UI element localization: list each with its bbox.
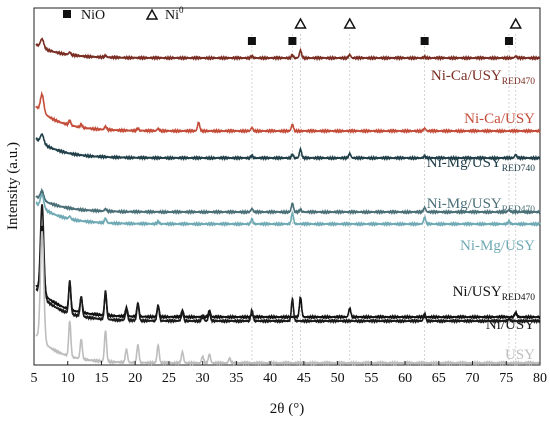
series-layer	[35, 37, 541, 367]
plot-frame	[33, 7, 541, 366]
y-axis-title: Intensity (a.u.)	[5, 142, 21, 230]
ni0-peak-marker	[294, 17, 307, 29]
series-line	[35, 187, 541, 216]
series-line	[35, 225, 541, 321]
x-tick-label: 45	[297, 371, 311, 386]
x-tick-label: 50	[331, 371, 345, 386]
x-tick-label: 65	[432, 371, 446, 386]
series-label: Ni/USY	[486, 317, 535, 333]
x-tick-label: 5	[31, 371, 38, 386]
ni0-peak-marker	[343, 17, 357, 29]
x-axis-title: 2θ (°)	[270, 401, 304, 417]
series-label: Ni/USYRED470	[453, 284, 536, 303]
x-tick-label: 15	[94, 371, 108, 386]
nio-peak-marker	[247, 37, 256, 45]
series-labels: Ni-Ca/USYRED470 Ni-Ca/USY Ni-Mg/USYRED740 N…	[427, 68, 536, 363]
legend-ni0-marker	[145, 8, 159, 20]
series-label: USY	[505, 347, 535, 363]
nio-peak-marker	[504, 37, 513, 45]
series-line	[35, 193, 541, 228]
series-line	[35, 90, 541, 135]
series-line	[35, 37, 541, 62]
legend-nio-marker	[63, 10, 71, 18]
x-tick-label: 10	[61, 371, 75, 386]
x-tick-label: 75	[499, 371, 513, 386]
series-label: Ni-Mg/USY	[460, 238, 535, 254]
legend: NiO Ni0	[63, 5, 184, 23]
series-line	[35, 231, 541, 367]
series-label: Ni-Ca/USYRED470	[431, 68, 535, 87]
x-tick-label: 80	[533, 371, 547, 386]
x-tick-label: 30	[196, 371, 210, 386]
x-tick-label: 55	[364, 371, 378, 386]
nio-peak-marker	[420, 37, 429, 45]
legend-ni0-label: Ni0	[165, 5, 184, 23]
x-tick-label: 25	[162, 371, 176, 386]
peak-markers	[247, 17, 522, 45]
series-label: Ni-Mg/USYRED470	[427, 196, 536, 215]
series-line	[35, 204, 541, 325]
x-tick-label: 60	[398, 371, 412, 386]
x-axis-ticks: 5 10 15 20 25 30 35 40 45 50 55 60 65 70 75 80	[31, 361, 547, 386]
x-tick-label: 40	[263, 371, 277, 386]
x-tick-label: 20	[128, 371, 142, 386]
reference-lines	[251, 34, 517, 365]
x-tick-label: 35	[229, 371, 243, 386]
series-line	[35, 132, 541, 162]
ni0-peak-marker	[509, 17, 522, 29]
series-label: Ni-Mg/USYRED740	[427, 155, 536, 174]
x-tick-label: 70	[466, 371, 480, 386]
legend-nio-label: NiO	[81, 8, 105, 23]
nio-peak-marker	[288, 37, 297, 45]
plot-area	[33, 7, 541, 366]
series-label: Ni-Ca/USY	[464, 111, 535, 127]
